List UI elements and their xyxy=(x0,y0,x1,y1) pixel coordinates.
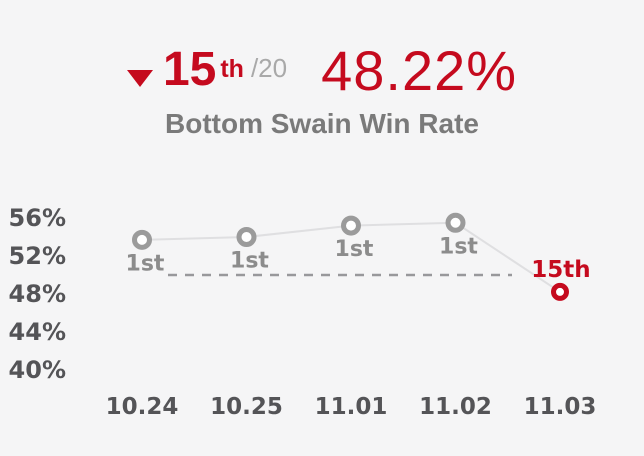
point-rank-label: 1st xyxy=(230,249,269,274)
data-point xyxy=(445,212,466,233)
win-rate-line-chart: 56% 52% 48% 44% 40% 10.24 10.25 11.01 11.02 11.03… xyxy=(0,190,644,440)
x-tick-label: 11.03 xyxy=(524,394,597,420)
rank-value: 15 xyxy=(162,43,217,96)
win-rate-value: 48.22% xyxy=(321,39,518,102)
y-tick-label: 56% xyxy=(9,204,66,232)
rank-down-triangle-icon xyxy=(126,70,153,87)
data-point xyxy=(132,229,152,250)
rank-ordinal-suffix: th xyxy=(220,55,244,83)
x-tick-label: 11.01 xyxy=(315,394,388,420)
y-tick-label: 40% xyxy=(9,356,66,384)
data-point xyxy=(341,215,361,236)
data-point xyxy=(236,227,257,247)
point-rank-label: 1st xyxy=(126,251,165,276)
rank-summary: 15 th /20 48.22% xyxy=(0,38,644,99)
point-rank-label: 1st xyxy=(335,237,374,262)
point-rank-label-highlighted: 15th xyxy=(531,257,590,283)
data-point-highlighted xyxy=(551,282,569,301)
y-tick-label: 48% xyxy=(9,280,66,308)
y-tick-label: 52% xyxy=(9,242,66,270)
x-tick-label: 11.02 xyxy=(419,394,492,420)
point-rank-label: 1st xyxy=(439,234,478,259)
x-tick-label: 10.25 xyxy=(210,394,283,420)
chart-title: Bottom Swain Win Rate xyxy=(165,108,479,139)
chart-canvas: 56% 52% 48% 44% 40% 10.24 10.25 11.01 11.02 11.03… xyxy=(9,204,597,420)
x-tick-label: 10.24 xyxy=(106,394,179,420)
y-tick-label: 44% xyxy=(9,318,66,346)
rank-total: /20 xyxy=(250,53,288,83)
